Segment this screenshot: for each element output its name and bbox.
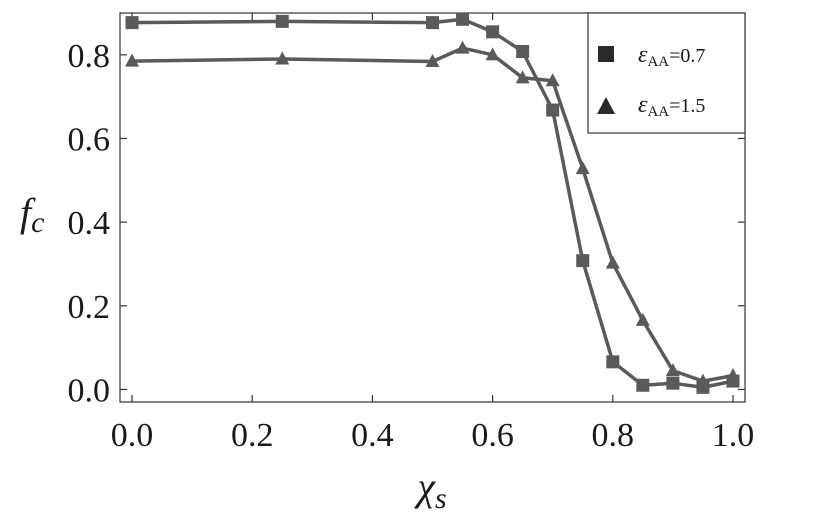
y-tick-label: 0.0 bbox=[68, 372, 111, 409]
data-point-square bbox=[275, 14, 289, 28]
y-axis-label: fc bbox=[20, 190, 44, 239]
x-axis-label-sub: s bbox=[435, 482, 447, 515]
data-point-triangle bbox=[575, 161, 590, 175]
y-tick-label: 0.6 bbox=[68, 121, 111, 158]
x-tick-label: 0.6 bbox=[471, 417, 514, 454]
legend-entry-2-symbol: ε bbox=[638, 92, 648, 118]
series-markers bbox=[125, 12, 740, 394]
data-point-triangle bbox=[275, 51, 290, 65]
data-point-triangle bbox=[545, 73, 560, 87]
x-tick-label: 0.4 bbox=[351, 417, 394, 454]
x-tick-label: 0.2 bbox=[231, 417, 274, 454]
x-tick-label: 0.0 bbox=[111, 417, 154, 454]
x-tick-label: 1.0 bbox=[712, 417, 755, 454]
legend-entry-2-sub: AA bbox=[647, 104, 669, 120]
x-axis-label: χs bbox=[413, 464, 446, 515]
data-point-square bbox=[456, 12, 470, 26]
data-point-triangle bbox=[425, 54, 440, 68]
data-point-square bbox=[666, 376, 680, 390]
data-point-triangle bbox=[665, 363, 680, 377]
x-axis-label-main: χ bbox=[413, 464, 436, 509]
data-point-triangle bbox=[485, 47, 500, 61]
x-tick-label: 0.8 bbox=[592, 417, 635, 454]
data-point-triangle bbox=[695, 373, 710, 387]
data-point-square bbox=[486, 25, 500, 39]
data-point-square bbox=[426, 16, 439, 30]
legend-entry-1: εAA=0.7 bbox=[638, 42, 705, 70]
legend-entry-2-value: =1.5 bbox=[669, 95, 705, 117]
data-point-triangle bbox=[515, 70, 530, 84]
data-point-triangle bbox=[125, 53, 140, 67]
data-point-triangle bbox=[635, 312, 650, 326]
data-point-triangle bbox=[605, 255, 620, 269]
legend-square-icon bbox=[598, 46, 614, 62]
legend: εAA=0.7 εAA=1.5 bbox=[587, 12, 746, 134]
data-point-square bbox=[546, 103, 560, 117]
legend-triangle-icon bbox=[597, 97, 615, 114]
y-axis-label-sub: c bbox=[31, 206, 44, 239]
y-tick-label: 0.2 bbox=[68, 289, 111, 326]
data-point-square bbox=[516, 44, 530, 58]
data-point-square bbox=[576, 254, 590, 268]
y-tick-label: 0.4 bbox=[68, 205, 111, 242]
data-point-square bbox=[606, 355, 620, 369]
y-tick-label: 0.8 bbox=[68, 38, 111, 75]
data-point-square bbox=[125, 16, 139, 30]
data-point-square bbox=[636, 378, 650, 392]
axis-tick-labels: 0.0 0.2 0.4 0.6 0.8 1.0 0.0 0.2 0.4 0.6 0.8 bbox=[68, 38, 755, 454]
legend-entry-2: εAA=1.5 bbox=[638, 92, 705, 120]
plot-frame bbox=[119, 12, 746, 403]
legend-entry-1-symbol: ε bbox=[638, 42, 648, 68]
legend-entry-1-sub: AA bbox=[647, 54, 669, 70]
data-point-triangle bbox=[455, 40, 470, 54]
legend-entry-1-value: =0.7 bbox=[669, 45, 705, 67]
data-point-triangle bbox=[725, 368, 740, 382]
